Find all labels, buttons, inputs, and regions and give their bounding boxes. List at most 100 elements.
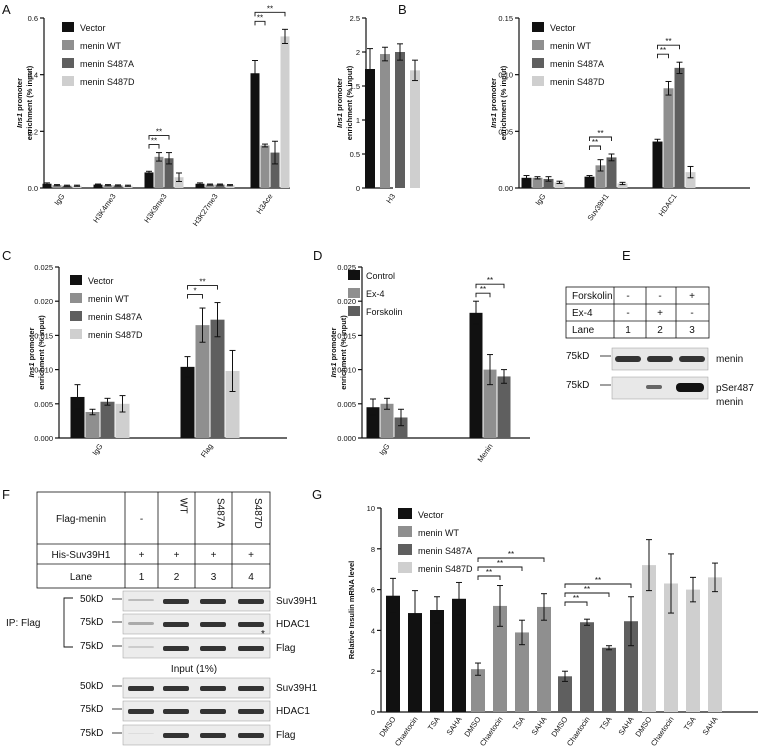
y-axis-label-line2: enrichment (% input) bbox=[339, 315, 348, 390]
blot-membrane bbox=[122, 637, 271, 659]
bar bbox=[595, 165, 606, 188]
cell-value: + bbox=[211, 550, 217, 561]
bar bbox=[584, 176, 595, 188]
legend-label: Vector bbox=[80, 23, 106, 33]
legend-label: menin WT bbox=[88, 294, 130, 304]
significance-bracket bbox=[254, 20, 266, 26]
y-tick-label: 0.5 bbox=[350, 150, 360, 159]
y-tick-label: 2 bbox=[371, 667, 375, 676]
cell-value: + bbox=[174, 550, 180, 561]
y-axis-label-italic: Ins1 bbox=[15, 113, 24, 128]
x-tick-label: SAHA bbox=[701, 715, 720, 737]
bar bbox=[642, 565, 656, 712]
y-tick-label: 0.15 bbox=[498, 14, 513, 23]
blot-band bbox=[238, 733, 264, 738]
x-tick-label: TSA bbox=[426, 715, 442, 732]
significance-bracket-label: ** bbox=[487, 276, 493, 285]
blot-label: HDAC1 bbox=[276, 619, 310, 630]
molecular-weight-marker: 75kD bbox=[80, 641, 103, 652]
chart-a2: 0 0.5 1 1.5 2 2.5 Ins1 promoter enrichment (% i… bbox=[335, 14, 420, 205]
y-tick-label: 1 bbox=[356, 116, 360, 125]
legend-label: Vector bbox=[418, 510, 444, 520]
legend-swatch bbox=[398, 526, 412, 537]
significance-bracket bbox=[589, 145, 601, 150]
row-label: Flag-menin bbox=[56, 514, 106, 525]
y-tick-label: 0.025 bbox=[337, 263, 356, 272]
blot-band bbox=[200, 646, 226, 651]
significance-bracket bbox=[564, 592, 610, 597]
blot-band bbox=[163, 622, 189, 627]
blot-band bbox=[163, 599, 189, 604]
y-axis-label-rest: promoter bbox=[329, 327, 338, 362]
molecular-weight-marker: 75kD bbox=[566, 351, 589, 362]
y-axis-label-line2: enrichment (% input) bbox=[25, 65, 34, 140]
bar bbox=[225, 370, 240, 438]
bar bbox=[62, 185, 72, 188]
bar bbox=[554, 182, 565, 188]
y-tick-label: 1.5 bbox=[350, 82, 360, 91]
cell-value: S487A bbox=[215, 498, 226, 528]
x-tick-label: TSA bbox=[511, 715, 527, 732]
x-tick-label: Suv39H1 bbox=[586, 192, 611, 222]
bar bbox=[602, 647, 616, 712]
significance-bracket bbox=[187, 285, 218, 290]
nonspecific-band-asterisk: * bbox=[261, 629, 265, 640]
y-axis-label-italic: Ins1 bbox=[329, 363, 338, 378]
blot-membrane bbox=[122, 700, 271, 722]
blot-band bbox=[238, 709, 264, 714]
bar bbox=[493, 605, 507, 712]
x-tick-label: H3Ace bbox=[254, 192, 274, 216]
significance-bracket bbox=[475, 292, 491, 298]
molecular-weight-marker: 75kD bbox=[566, 380, 589, 391]
condition-table bbox=[565, 286, 710, 339]
bar bbox=[606, 157, 617, 188]
y-axis-label-italic: Ins1 bbox=[489, 113, 498, 128]
x-tick-label: TSA bbox=[598, 715, 614, 732]
y-tick-label: 0 bbox=[371, 708, 375, 717]
row-label: Forskolin bbox=[572, 291, 613, 302]
blot-label: Flag bbox=[276, 643, 295, 654]
bar bbox=[72, 185, 82, 188]
row-label: His-Suv39H1 bbox=[52, 550, 111, 561]
cell-value: 3 bbox=[689, 325, 695, 336]
cell-value: 2 bbox=[657, 325, 663, 336]
cell-value: 4 bbox=[248, 572, 254, 583]
row-label: Lane bbox=[572, 325, 595, 336]
chart-b: 0.00 0.05 0.10 0.15 Ins1 promoter enrichment … bbox=[489, 14, 750, 222]
x-tick-label: TSA bbox=[682, 715, 698, 732]
molecular-weight-marker: 75kD bbox=[80, 704, 103, 715]
legend-swatch bbox=[70, 311, 82, 321]
cell-value: + bbox=[248, 550, 254, 561]
significance-bracket bbox=[564, 601, 588, 606]
x-tick-label: SAHA bbox=[530, 715, 549, 737]
y-axis-label: Ins1 promoter bbox=[329, 327, 338, 377]
significance-bracket-label: ** bbox=[584, 585, 590, 594]
legend-swatch bbox=[398, 562, 412, 573]
bar bbox=[380, 403, 394, 438]
x-tick-label: Menin bbox=[476, 442, 495, 464]
bar bbox=[624, 621, 638, 712]
blot-label: Flag bbox=[276, 730, 295, 741]
bar bbox=[144, 172, 154, 188]
y-tick-label: 0.015 bbox=[34, 331, 53, 340]
panel-label-c: C bbox=[2, 248, 11, 263]
bar bbox=[469, 312, 483, 438]
bar bbox=[366, 407, 380, 438]
bar bbox=[215, 184, 225, 188]
blot-band bbox=[200, 733, 226, 738]
molecular-weight-marker: 75kD bbox=[80, 617, 103, 628]
bar bbox=[532, 177, 543, 188]
bar bbox=[408, 613, 422, 712]
significance-bracket-label: ** bbox=[573, 594, 579, 603]
panel-label-f: F bbox=[2, 487, 10, 502]
blot-band bbox=[128, 646, 154, 648]
blot-membrane bbox=[122, 724, 271, 746]
significance-bracket bbox=[589, 136, 612, 141]
x-tick-label: H3 bbox=[384, 192, 397, 205]
blot-band bbox=[676, 383, 704, 392]
significance-bracket-label: ** bbox=[257, 13, 263, 22]
significance-bracket bbox=[477, 557, 545, 562]
bar bbox=[115, 403, 130, 438]
bar bbox=[250, 73, 260, 188]
y-axis-label: Ins1 promoter bbox=[27, 327, 36, 377]
